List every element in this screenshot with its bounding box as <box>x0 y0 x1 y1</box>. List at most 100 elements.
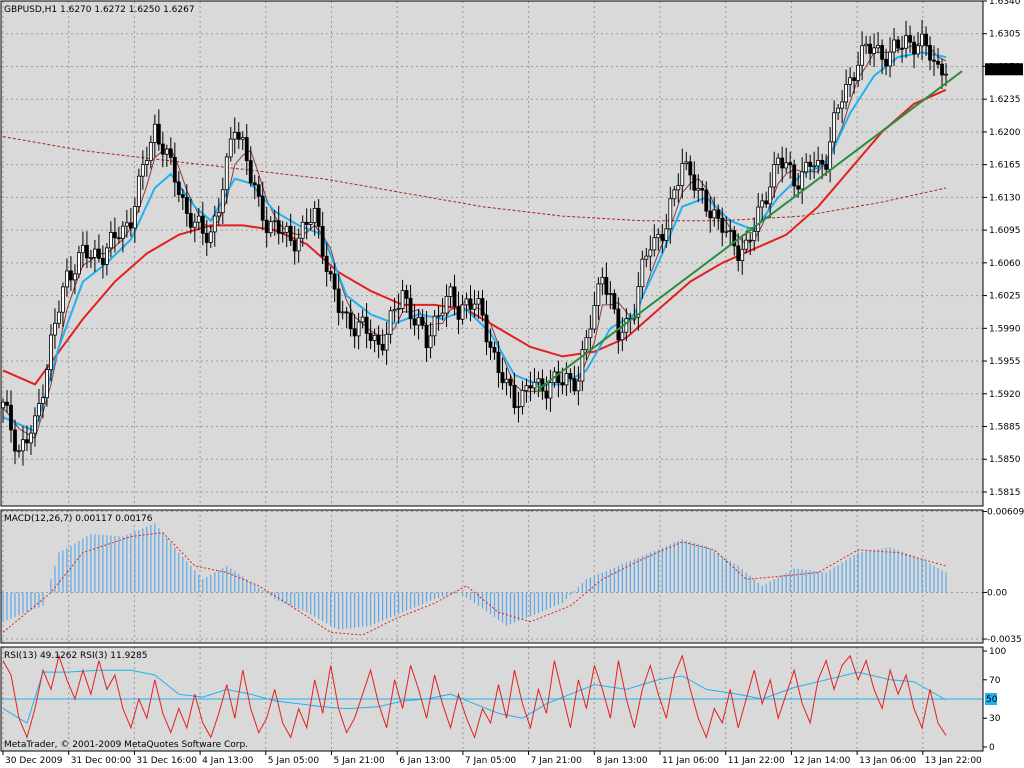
candle <box>512 372 517 415</box>
candle-body <box>572 378 577 392</box>
candle-body <box>392 309 397 312</box>
candle <box>604 262 609 305</box>
rsi-level-label: 50 <box>986 695 998 705</box>
candle-body <box>772 164 777 188</box>
candle <box>13 419 17 465</box>
candle-body <box>104 247 109 265</box>
candle <box>256 176 261 207</box>
candle <box>384 321 389 365</box>
price-tick-label: 1.6025 <box>989 292 1021 302</box>
candle-body <box>276 220 281 234</box>
candle <box>260 181 265 231</box>
candle-body <box>320 226 325 257</box>
candle <box>376 325 381 359</box>
candle-body <box>568 373 573 380</box>
candle-body <box>660 233 665 241</box>
trendline-anchor-handle[interactable] <box>535 386 542 393</box>
macd-panel[interactable]: 0.00609 0.00 -0.0035 MACD(12,26,7) 0.00117… <box>0 507 1024 645</box>
candle-body <box>932 59 936 62</box>
candle <box>876 32 880 54</box>
candle <box>904 20 908 59</box>
candle <box>760 193 765 222</box>
candle <box>780 146 785 183</box>
candle <box>908 25 912 53</box>
candle-body <box>396 308 401 311</box>
candle-body <box>904 35 908 49</box>
candle-body <box>408 297 413 320</box>
candle <box>268 216 273 238</box>
candle-body <box>608 293 613 295</box>
candle-body <box>5 401 9 406</box>
candle-body <box>548 382 553 399</box>
price-tick-label: 1.5815 <box>989 488 1021 498</box>
candle <box>452 274 457 316</box>
candle-body <box>312 207 317 223</box>
rsi-panel[interactable]: 100 70 50 30 0 RSI(13) 49.1262 RSI(3) 11.928… <box>0 646 1006 753</box>
candle-body <box>77 252 81 275</box>
candle <box>588 314 593 353</box>
candle <box>744 230 749 254</box>
candle-body <box>300 221 305 239</box>
candle <box>712 196 717 227</box>
candle <box>272 209 277 236</box>
candle <box>352 314 357 349</box>
candle-body <box>348 312 353 330</box>
candle <box>460 294 465 325</box>
candle-body <box>600 276 605 285</box>
candle <box>188 198 193 234</box>
candle <box>364 303 369 349</box>
price-trendline[interactable] <box>535 70 963 393</box>
candle <box>616 297 621 354</box>
candle-body <box>280 231 285 234</box>
candle <box>600 267 605 295</box>
candle-body <box>360 316 365 323</box>
macd-plot-area <box>1 510 983 643</box>
price-panel[interactable]: 1.63401.63051.62701.62351.62001.61651.61… <box>0 0 1023 507</box>
price-tick-label: 1.6340 <box>989 0 1021 7</box>
candle <box>296 228 301 263</box>
candle-body <box>480 298 485 316</box>
candle <box>104 242 109 276</box>
candle-body <box>260 195 265 221</box>
time-tick-label: 4 Jan 13:00 <box>202 756 254 766</box>
candle <box>840 90 845 124</box>
candle-body <box>516 406 521 408</box>
price-tick-label: 1.5885 <box>989 423 1021 433</box>
candle-body <box>61 286 65 313</box>
candle <box>344 306 349 328</box>
candle-body <box>532 381 537 389</box>
rsi-panel-border <box>0 646 984 752</box>
candle <box>400 279 405 313</box>
candle-body <box>496 351 501 373</box>
trendline[interactable] <box>537 70 963 390</box>
candle <box>532 368 537 394</box>
candle-body <box>680 163 685 186</box>
trendline-anchor-handle[interactable] <box>747 227 754 234</box>
candle-body <box>752 230 757 242</box>
candle <box>148 135 153 169</box>
candle <box>684 151 689 171</box>
candle-body <box>296 237 301 252</box>
candle <box>852 71 857 94</box>
candle <box>676 173 681 203</box>
candle-body <box>1 401 5 409</box>
candle-body <box>236 132 241 140</box>
candle-body <box>21 439 25 452</box>
candle <box>224 153 229 204</box>
time-tick-label: 11 Jan 22:00 <box>728 756 785 766</box>
candle <box>924 26 928 56</box>
candle <box>416 308 421 340</box>
candle-body <box>124 222 129 227</box>
candle <box>496 341 501 388</box>
candle-body <box>456 306 461 320</box>
candle <box>492 341 497 360</box>
candle <box>648 235 653 272</box>
candle <box>728 219 733 246</box>
candle <box>380 329 385 356</box>
candle-body <box>556 371 561 384</box>
candle-body <box>384 333 389 351</box>
candle <box>584 330 589 361</box>
candle <box>476 290 481 320</box>
candle-body <box>892 39 896 53</box>
